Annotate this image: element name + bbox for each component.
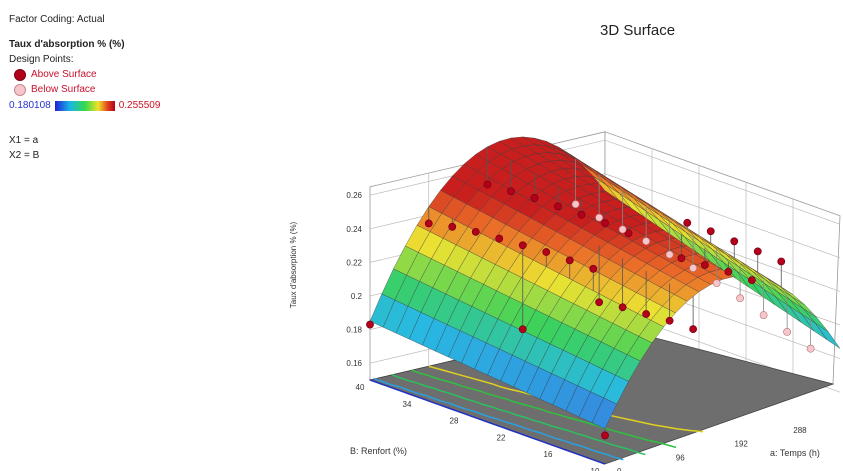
design-point-above bbox=[589, 264, 598, 273]
design-point-above bbox=[683, 218, 692, 227]
z-axis-label: Taux d'absorption % (%) bbox=[289, 221, 298, 308]
y-tick-label: 16 bbox=[544, 450, 553, 459]
design-point-above bbox=[424, 219, 433, 228]
color-scale: 0.180108 0.255509 bbox=[9, 98, 160, 113]
factor-x1: X1 = a bbox=[9, 135, 39, 146]
design-point-above bbox=[677, 254, 686, 263]
factor-x2: X2 = B bbox=[9, 150, 40, 161]
color-gradient-bar bbox=[54, 100, 115, 111]
design-point-above bbox=[565, 256, 574, 265]
legend-panel: Factor Coding: Actual Taux d'absorption … bbox=[9, 12, 160, 163]
z-tick-label: 0.16 bbox=[346, 359, 362, 368]
tick-labels: 0.16 0.18 0.2 0.22 0.24 0.26 10 16 22 28 34 40 0 96 19… bbox=[346, 191, 807, 471]
design-point-above bbox=[601, 219, 609, 228]
y-tick-label: 10 bbox=[591, 467, 600, 471]
design-points bbox=[366, 180, 815, 440]
design-point-below bbox=[571, 200, 580, 209]
factor-coding-label: Factor Coding: Actual bbox=[9, 14, 105, 25]
x-tick-label: 96 bbox=[676, 453, 685, 462]
design-point-below bbox=[595, 213, 604, 222]
below-point-icon bbox=[14, 83, 26, 96]
z-tick-label: 0.2 bbox=[351, 292, 363, 301]
x-axis-label: a: Temps (h) bbox=[770, 448, 820, 458]
design-point-above bbox=[665, 316, 674, 325]
y-axis-label: B: Renfort (%) bbox=[350, 446, 407, 456]
design-point-above bbox=[700, 261, 709, 269]
z-tick-label: 0.18 bbox=[346, 326, 362, 335]
design-point-above bbox=[495, 234, 504, 243]
design-point-above bbox=[483, 180, 492, 189]
design-point-above bbox=[518, 325, 527, 334]
design-point-above bbox=[730, 237, 739, 246]
y-tick-label: 22 bbox=[497, 433, 506, 442]
design-point-above bbox=[753, 247, 762, 256]
design-point-above bbox=[577, 210, 586, 219]
design-point-below bbox=[642, 237, 651, 246]
floor-contour-line bbox=[374, 378, 624, 461]
y-tick-label: 34 bbox=[403, 400, 412, 409]
above-label: Above Surface bbox=[31, 69, 97, 80]
design-point-above bbox=[777, 257, 786, 266]
design-point-below bbox=[712, 279, 721, 288]
design-point-above bbox=[530, 194, 539, 202]
z-tick-label: 0.26 bbox=[346, 191, 362, 200]
design-point-above bbox=[518, 241, 527, 250]
design-point-above bbox=[595, 298, 604, 307]
design-point-below bbox=[665, 250, 674, 259]
z-tick-label: 0.22 bbox=[346, 258, 362, 267]
above-point-icon bbox=[14, 68, 26, 81]
z-tick-label: 0.24 bbox=[346, 225, 362, 234]
design-point-above bbox=[601, 431, 609, 440]
design-point-above bbox=[448, 222, 457, 231]
design-point-above bbox=[747, 276, 756, 285]
design-point-below bbox=[736, 294, 745, 303]
design-point-below bbox=[618, 225, 627, 234]
y-tick-label: 28 bbox=[450, 417, 459, 426]
y-tick-label: 40 bbox=[356, 383, 365, 392]
design-point-above bbox=[689, 325, 698, 334]
x-tick-label: 288 bbox=[793, 426, 807, 435]
below-label: Below Surface bbox=[31, 84, 96, 95]
design-point-above bbox=[554, 202, 562, 211]
design-point-above bbox=[624, 229, 633, 238]
floor-contour-line bbox=[391, 374, 646, 456]
design-point-above bbox=[618, 303, 627, 312]
design-point-above bbox=[706, 227, 715, 236]
design-points-label: Design Points: bbox=[9, 54, 74, 65]
floor-contour-line bbox=[369, 379, 606, 465]
design-point-above bbox=[366, 320, 374, 329]
x-tick-label: 0 bbox=[617, 467, 622, 471]
design-point-above bbox=[724, 267, 733, 276]
legend-below: Below Surface bbox=[14, 82, 160, 97]
color-scale-max: 0.255509 bbox=[118, 100, 161, 111]
design-point-below bbox=[689, 264, 698, 272]
design-point-above bbox=[642, 310, 651, 318]
response-label: Taux d'absorption % (%) bbox=[9, 39, 125, 50]
design-point-below bbox=[759, 311, 768, 319]
z-gridline bbox=[369, 139, 841, 225]
legend-above: Above Surface bbox=[14, 67, 160, 82]
color-scale-min: 0.180108 bbox=[9, 100, 51, 111]
chart-title: 3D Surface bbox=[600, 22, 676, 39]
x-tick-label: 192 bbox=[735, 440, 749, 449]
design-point-above bbox=[542, 248, 551, 256]
floor-contour-line bbox=[411, 369, 677, 449]
design-point-below bbox=[806, 344, 815, 353]
design-point-above bbox=[471, 227, 480, 236]
response-surface bbox=[369, 136, 841, 429]
design-point-below bbox=[783, 327, 792, 336]
design-point-above bbox=[507, 187, 515, 196]
